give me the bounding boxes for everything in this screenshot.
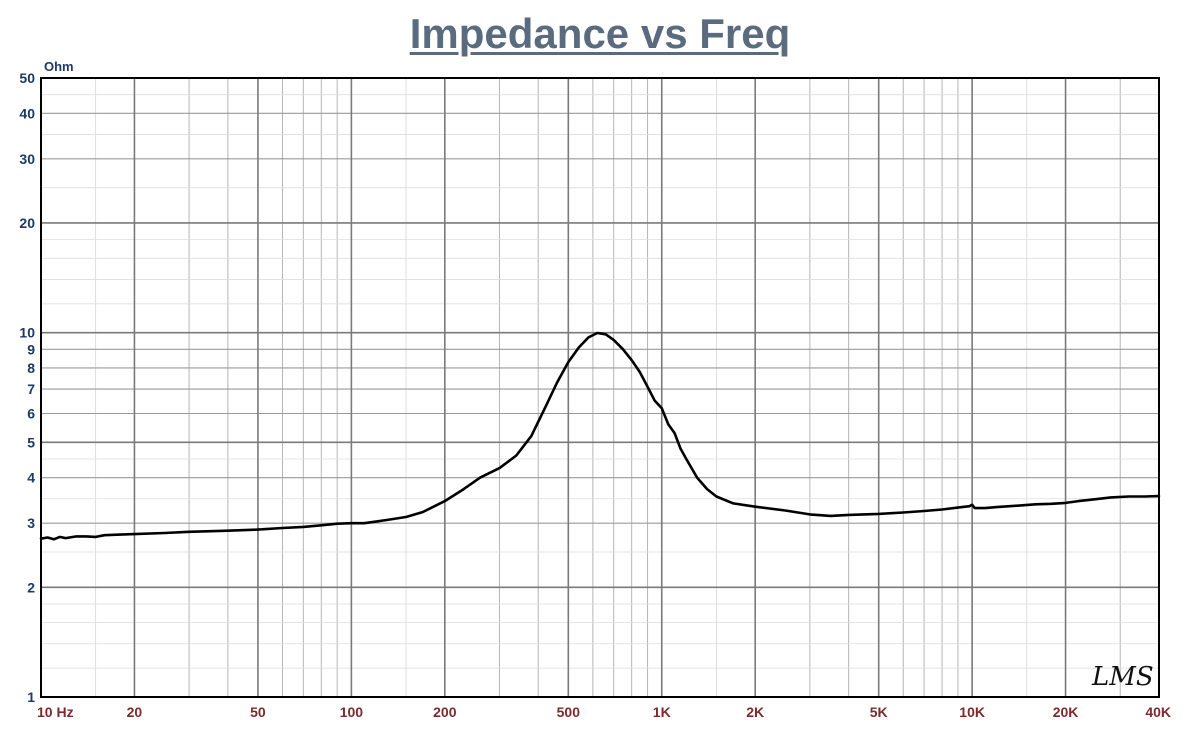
x-axis-ticks: 10 Hz 20 50 100 200 500 1K 2K 5K 10K 20K 40K xyxy=(37,704,1171,720)
y-tick-label: 50 xyxy=(19,70,35,86)
y-tick-label: 40 xyxy=(19,105,35,121)
y-tick-label: 6 xyxy=(27,405,35,421)
y-tick-label: 10 xyxy=(19,325,35,341)
y-tick-label: 2 xyxy=(27,579,35,595)
y-tick-label: 5 xyxy=(27,434,35,450)
x-tick-label: 10 Hz xyxy=(37,704,74,720)
series-group xyxy=(39,331,1161,541)
y-tick-label: 1 xyxy=(27,689,35,705)
x-tick-label: 1K xyxy=(653,704,671,720)
x-tick-label: 20K xyxy=(1053,704,1079,720)
y-tick-label: 7 xyxy=(27,381,35,397)
minor-grid xyxy=(41,78,1160,697)
y-tick-label: 8 xyxy=(27,360,35,376)
y-tick-label: 3 xyxy=(27,515,35,531)
x-tick-label: 200 xyxy=(433,704,457,720)
x-tick-label: 100 xyxy=(340,704,364,720)
y-axis-unit-label: Ohm xyxy=(44,59,74,74)
y-axis-ticks: 1 2 3 4 5 6 7 8 910 20 30 40 50 xyxy=(19,70,35,705)
chart-title: Impedance vs Freq xyxy=(409,10,791,57)
y-tick-label: 4 xyxy=(27,470,35,486)
y-tick-label: 20 xyxy=(19,215,35,231)
x-tick-label: 5K xyxy=(870,704,888,720)
lms-logo: LMS xyxy=(1091,662,1154,692)
x-tick-label: 10K xyxy=(959,704,985,720)
x-tick-label: 500 xyxy=(557,704,581,720)
y-tick-label: 30 xyxy=(19,151,35,167)
plot-frame xyxy=(40,77,1160,698)
y-tick-label: 9 xyxy=(27,341,35,357)
x-tick-label: 40K xyxy=(1145,704,1171,720)
x-tick-label: 2K xyxy=(746,704,764,720)
x-tick-label: 50 xyxy=(250,704,266,720)
x-tick-label: 20 xyxy=(127,704,143,720)
impedance-series-line xyxy=(39,331,1161,541)
